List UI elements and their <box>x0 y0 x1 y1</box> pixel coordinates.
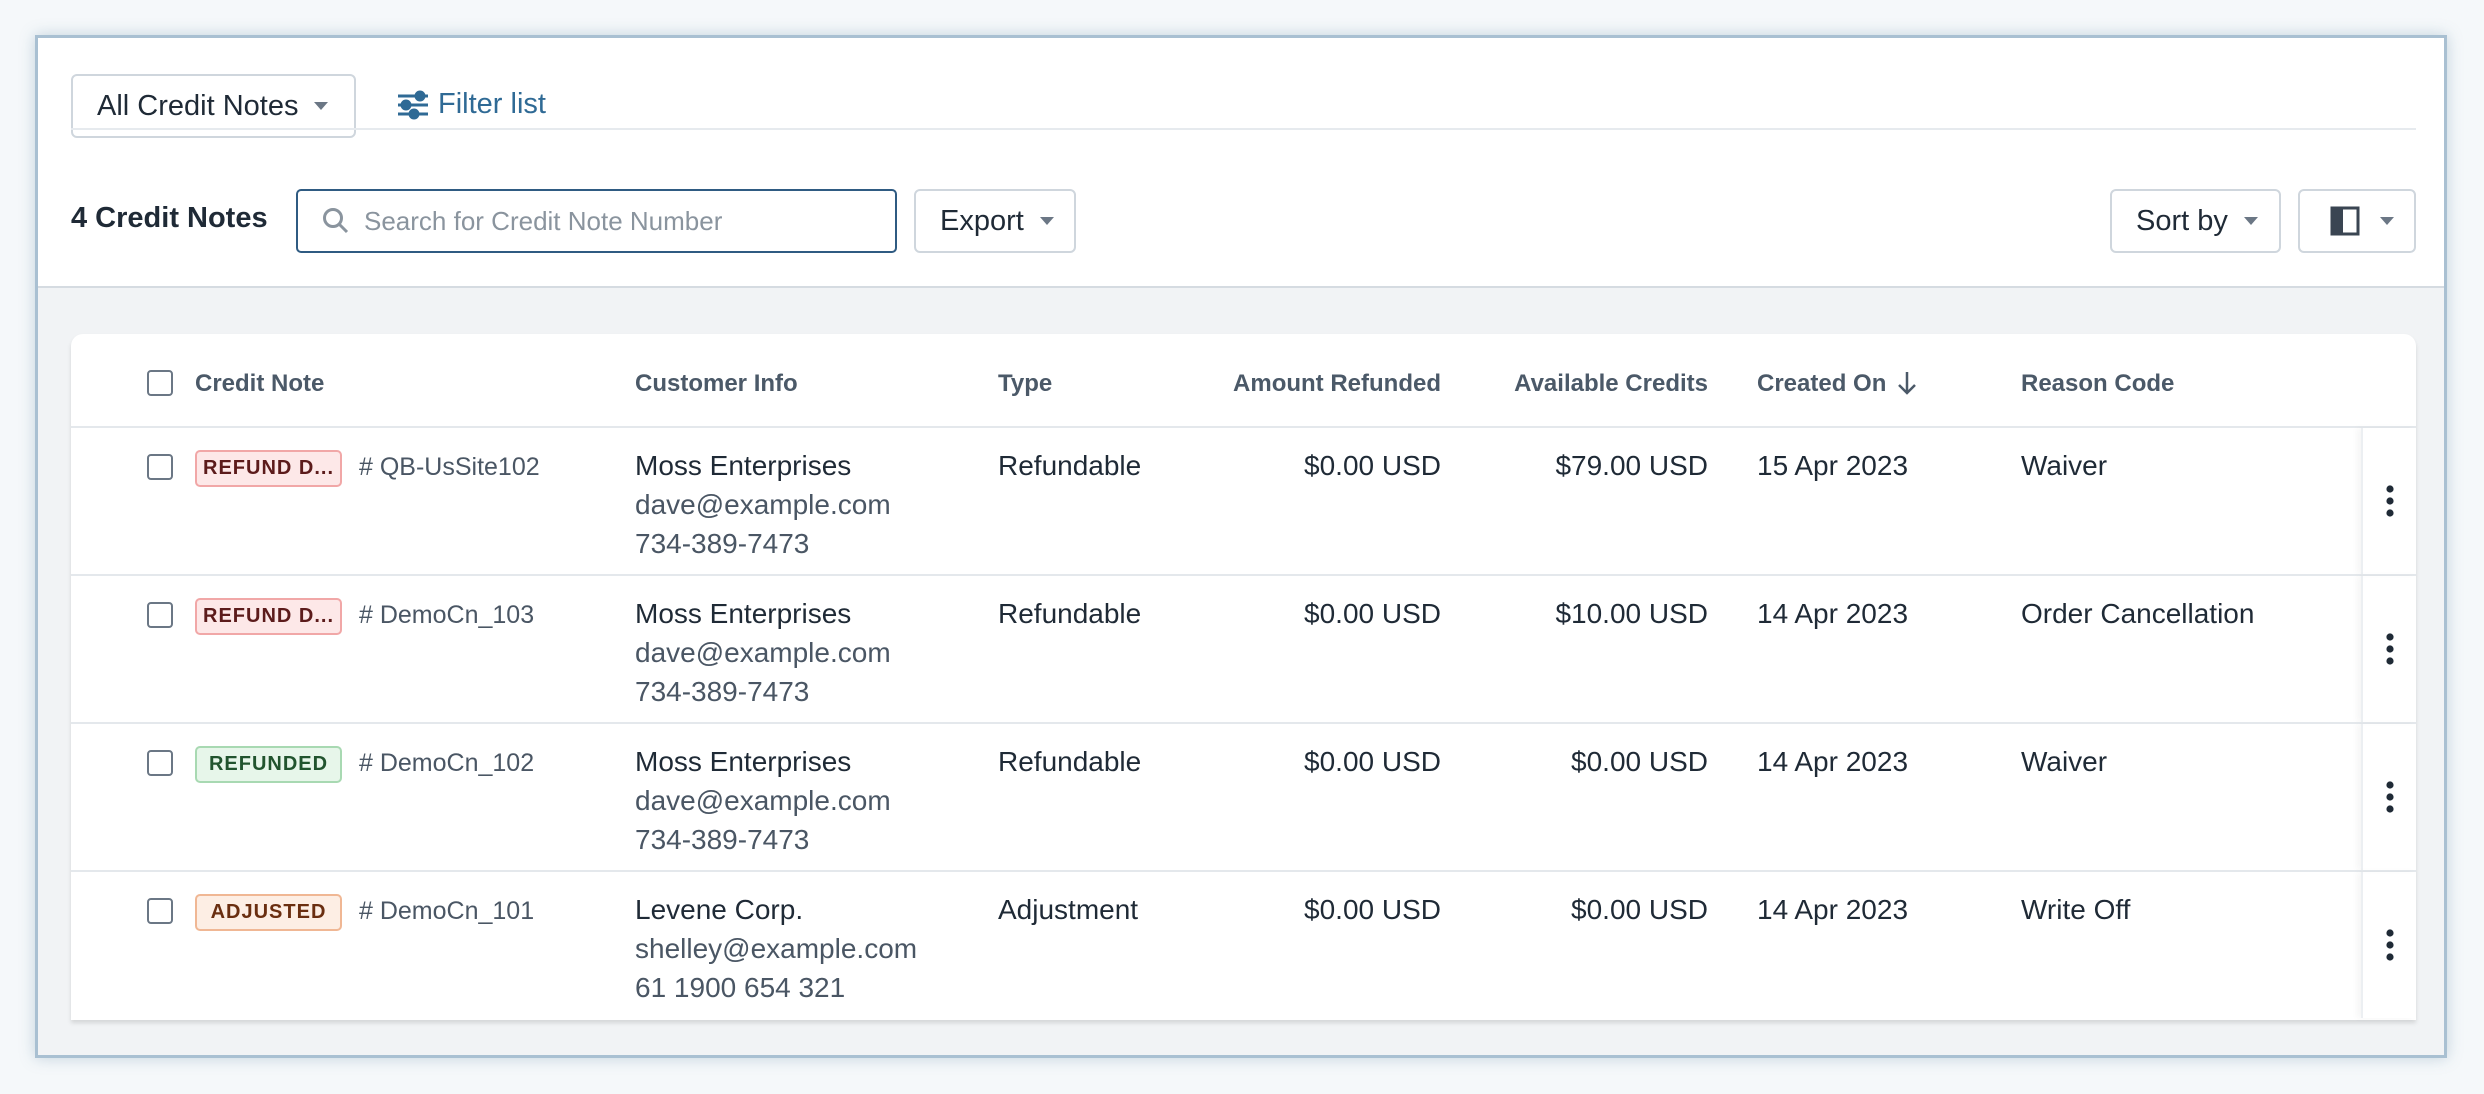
type: Refundable <box>998 598 1142 629</box>
customer-email: dave@example.com <box>635 785 891 816</box>
customer-name: Levene Corp. <box>635 894 804 925</box>
sort-button[interactable]: Sort by <box>2110 189 2281 253</box>
credit-note-number[interactable]: # DemoCn_103 <box>359 601 535 629</box>
amount-refunded: $0.00 USD <box>1304 746 1441 777</box>
column-header: Reason Code <box>2021 370 2175 397</box>
customer-phone: 734-389-7473 <box>635 676 810 707</box>
row-checkbox[interactable] <box>147 602 173 628</box>
filter-link[interactable]: Filter list <box>396 88 546 121</box>
amount-refunded: $0.00 USD <box>1304 450 1441 481</box>
search-box[interactable]: Search for Credit Note Number <box>296 189 897 253</box>
table-row: ADJUSTED # DemoCn_101 Levene Corp. shelley@… <box>71 870 2416 1018</box>
reason-code: Order Cancellation <box>2021 598 2255 629</box>
row-actions[interactable] <box>2361 576 2416 722</box>
status-badge: REFUNDED <box>195 746 342 783</box>
credit-note-number[interactable]: # DemoCn_102 <box>359 749 535 777</box>
customer-phone: 61 1900 654 321 <box>635 972 846 1003</box>
more-icon <box>2385 633 2394 665</box>
more-icon <box>2385 781 2394 813</box>
type: Adjustment <box>998 894 1139 925</box>
caret <box>2243 217 2258 225</box>
more-icon <box>2385 485 2394 517</box>
search-icon <box>323 208 349 234</box>
filter-link-label: Filter list <box>438 88 546 120</box>
customer-email: shelley@example.com <box>635 933 918 964</box>
row-checkbox[interactable] <box>147 454 173 480</box>
status-badge: REFUND D... <box>195 598 342 635</box>
customer-email: dave@example.com <box>635 489 891 520</box>
customer-name: Moss Enterprises <box>635 746 852 777</box>
export-button[interactable]: Export <box>914 189 1076 253</box>
table-row: REFUND D... # QB-UsSite102 Moss Enterprise… <box>71 426 2416 574</box>
created-on: 15 Apr 2023 <box>1757 450 1909 481</box>
created-on: 14 Apr 2023 <box>1757 598 1909 629</box>
table-row: REFUNDED # DemoCn_102 Moss Enterprises dave… <box>71 722 2416 870</box>
row-actions[interactable] <box>2361 428 2416 574</box>
columns-icon <box>2330 206 2360 236</box>
row-actions[interactable] <box>2361 872 2416 1018</box>
divider <box>71 128 2416 130</box>
sort-arrow <box>1898 372 1917 395</box>
customer-email: dave@example.com <box>635 637 891 668</box>
created-on: 14 Apr 2023 <box>1757 746 1909 777</box>
column-header: Customer Info <box>635 370 798 397</box>
status-badge: ADJUSTED <box>195 894 342 931</box>
status-badge: REFUND D... <box>195 450 342 487</box>
column-header: Amount Refunded <box>1233 370 1441 397</box>
customer-phone: 734-389-7473 <box>635 528 810 559</box>
column-header[interactable]: Created On <box>1757 370 1917 398</box>
more-icon <box>2385 929 2394 961</box>
credit-notes-table: Credit Note Customer Info Type Amount Refun… <box>71 334 2416 1020</box>
credit-note-number[interactable]: # QB-UsSite102 <box>359 453 540 481</box>
row-actions[interactable] <box>2361 724 2416 870</box>
available-credits: $0.00 USD <box>1571 746 1708 777</box>
created-on: 14 Apr 2023 <box>1757 894 1909 925</box>
row-checkbox[interactable] <box>147 750 173 776</box>
caret <box>2380 217 2394 225</box>
filter-icon <box>398 90 428 119</box>
amount-refunded: $0.00 USD <box>1304 598 1441 629</box>
reason-code: Write Off <box>2021 894 2131 925</box>
columns-button[interactable] <box>2298 189 2416 253</box>
amount-refunded: $0.00 USD <box>1304 894 1441 925</box>
credit-note-number[interactable]: # DemoCn_101 <box>359 897 535 925</box>
column-header: Credit Note <box>195 370 325 397</box>
available-credits: $0.00 USD <box>1571 894 1708 925</box>
select-all-checkbox[interactable] <box>147 370 173 396</box>
customer-phone: 734-389-7473 <box>635 824 810 855</box>
type: Refundable <box>998 746 1142 777</box>
customer-name: Moss Enterprises <box>635 450 852 481</box>
column-header: Type <box>998 370 1053 397</box>
row-checkbox[interactable] <box>147 898 173 924</box>
view-dropdown[interactable]: All Credit Notes <box>71 74 356 138</box>
type: Refundable <box>998 450 1142 481</box>
available-credits: $79.00 USD <box>1555 450 1708 481</box>
caret <box>314 102 329 110</box>
view-dropdown-label: All Credit Notes <box>97 89 299 122</box>
caret <box>1039 217 1054 225</box>
reason-code: Waiver <box>2021 746 2108 777</box>
customer-name: Moss Enterprises <box>635 598 852 629</box>
reason-code: Waiver <box>2021 450 2108 481</box>
export-label: Export <box>940 204 1024 237</box>
search-placeholder: Search for Credit Note Number <box>364 205 723 236</box>
column-header: Available Credits <box>1514 370 1708 397</box>
table-row: REFUND D... # DemoCn_103 Moss Enterprises d… <box>71 574 2416 722</box>
credit-notes-panel: All Credit Notes Filter list 4 Credit No… <box>35 35 2447 1058</box>
toolbar: All Credit Notes Filter list 4 Credit No… <box>38 38 2444 288</box>
available-credits: $10.00 USD <box>1555 598 1708 629</box>
count-label: 4 Credit Notes <box>71 202 268 234</box>
sort-label: Sort by <box>2136 204 2228 237</box>
